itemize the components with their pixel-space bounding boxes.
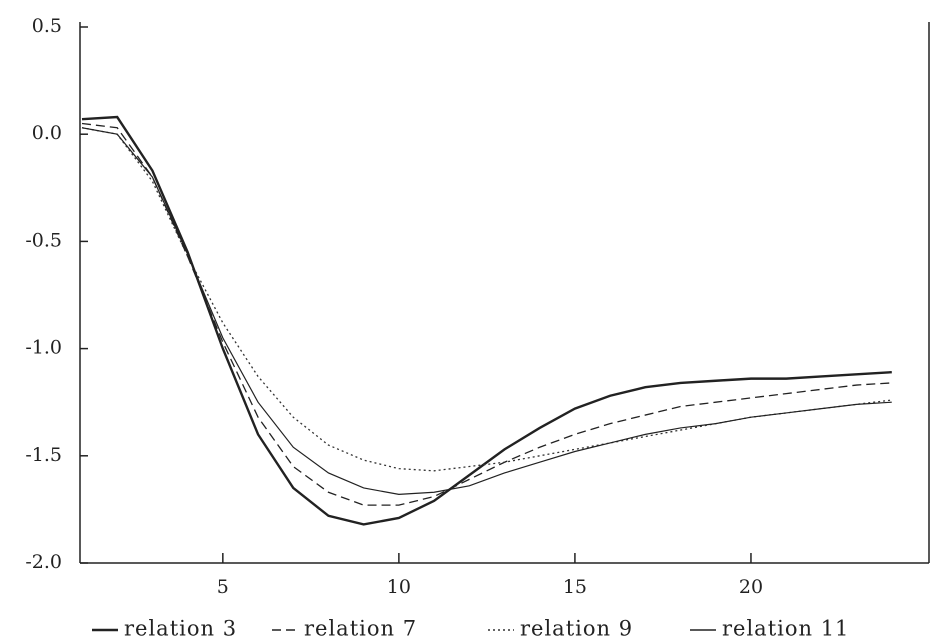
x-tick-label: 5 bbox=[217, 576, 229, 598]
y-tick-label: -1.5 bbox=[25, 444, 62, 466]
x-tick-label: 20 bbox=[739, 576, 763, 598]
series-line bbox=[81, 127, 892, 495]
y-tick-label: -2.0 bbox=[25, 551, 62, 573]
legend-label: relation 3 bbox=[124, 617, 237, 641]
y-tick-label: 0.5 bbox=[32, 15, 62, 37]
legend-label: relation 9 bbox=[520, 617, 633, 641]
series-line bbox=[81, 127, 892, 472]
legend-label: relation 7 bbox=[304, 617, 417, 641]
x-tick-label: 10 bbox=[387, 576, 411, 598]
x-tick-label: 15 bbox=[563, 576, 587, 598]
legend-label: relation 11 bbox=[722, 617, 849, 641]
y-tick-label: -1.0 bbox=[25, 337, 62, 359]
y-tick-label: -0.5 bbox=[25, 229, 62, 251]
series-line bbox=[81, 122, 892, 506]
y-tick-label: 0.0 bbox=[32, 122, 62, 144]
series-line bbox=[81, 115, 892, 526]
